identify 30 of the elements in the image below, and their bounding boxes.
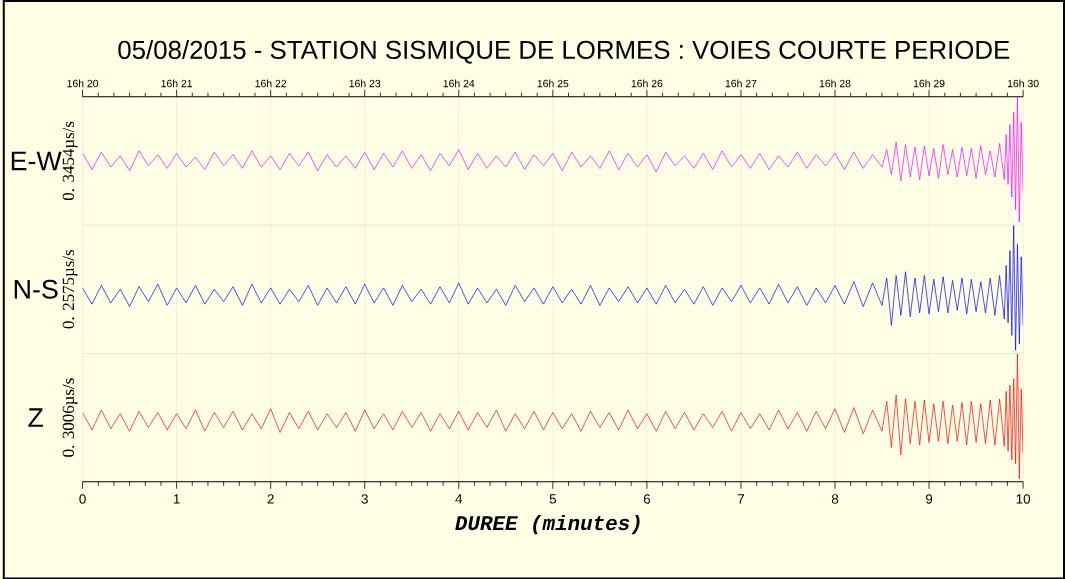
series-label: E-W <box>11 151 62 170</box>
y-axis-title: 0. 3006µs/s <box>62 378 78 457</box>
x-tick-label: 3 <box>361 493 368 504</box>
x2-tick-label: 16h 27 <box>725 79 757 88</box>
x2-tick-label: 16h 20 <box>67 79 99 88</box>
x-tick-label: 7 <box>737 494 745 504</box>
x2-tick-label: 16h 22 <box>255 79 287 88</box>
x-tick-label: 5 <box>549 494 557 504</box>
y-axis-title: 0. 2575µs/s <box>62 249 78 329</box>
x-axis-title: DUREE (minutes) <box>455 514 640 535</box>
x-tick-label: 2 <box>267 493 274 504</box>
x2-tick-label: 16h 30 <box>1007 79 1039 88</box>
x-tick-label: 0 <box>79 493 86 504</box>
x2-tick-label: 16h 25 <box>537 79 569 88</box>
y-axis-title: 0. 3454µs/s <box>62 121 78 200</box>
x2-tick-label: 16h 28 <box>819 79 851 88</box>
x2-tick-label: 16h 23 <box>349 79 381 88</box>
x2-tick-label: 16h 21 <box>161 79 193 88</box>
x-tick-label: 1 <box>173 494 180 504</box>
x2-tick-label: 16h 29 <box>913 79 945 88</box>
x2-tick-label: 16h 24 <box>443 79 475 88</box>
x-tick-label: 10 <box>1016 493 1031 504</box>
x-tick-label: 6 <box>643 493 651 504</box>
x-tick-label: 4 <box>455 494 463 504</box>
chart-title: 05/08/2015 - STATION SISMIQUE DE LORMES : VOIES COURTE PERIODE <box>118 39 1010 64</box>
x2-tick-label: 16h 26 <box>631 79 663 88</box>
series-label: N-S <box>14 279 58 299</box>
x-tick-label: 9 <box>925 493 933 504</box>
x-tick-label: 8 <box>831 493 839 504</box>
series-label: Z <box>28 408 44 427</box>
